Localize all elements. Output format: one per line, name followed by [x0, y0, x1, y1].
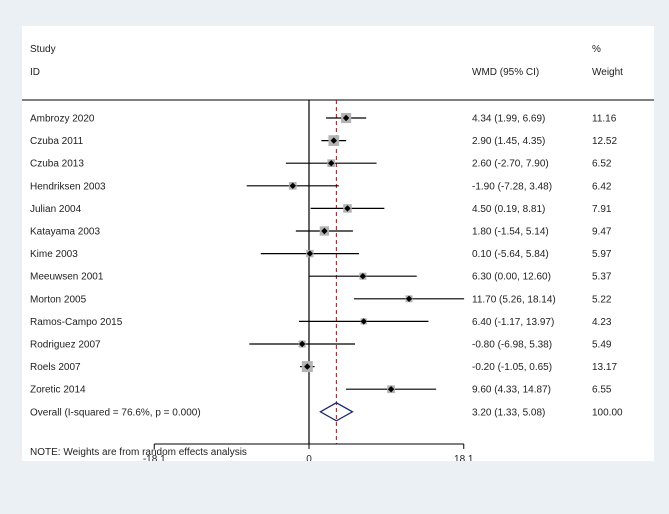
study-ci-text: 4.50 (0.19, 8.81) [472, 204, 545, 215]
header-effect: WMD (95% CI) [472, 67, 539, 78]
study-point-marker [289, 182, 296, 189]
study-label: Roels 2007 [30, 362, 81, 373]
study-point-marker [359, 273, 367, 280]
header-id: ID [30, 67, 40, 78]
header-percent: % [592, 44, 601, 55]
study-label: Ambrozy 2020 [30, 114, 95, 125]
study-point-marker [344, 205, 351, 212]
study-weight-text: 9.47 [592, 227, 612, 238]
study-point-marker [306, 250, 314, 257]
study-label: Julian 2004 [30, 204, 82, 215]
study-point-marker [405, 295, 413, 302]
x-tick-label: -18.1 [143, 454, 166, 461]
study-point-marker [328, 160, 335, 167]
study-point-marker [321, 227, 328, 235]
x-tick-label: 0 [306, 454, 312, 461]
study-label: Morton 2005 [30, 294, 87, 305]
study-point-marker [387, 386, 395, 393]
study-ci-text: 11.70 (5.26, 18.14) [472, 294, 556, 305]
study-weight-text: 4.23 [592, 317, 612, 328]
header-weight: Weight [592, 67, 623, 78]
study-weight-text: 12.52 [592, 136, 617, 147]
study-ci-text: 6.40 (-1.17, 13.97) [472, 317, 554, 328]
x-axis: -18.1 0 18.1 [143, 443, 474, 461]
x-tick-label: 18.1 [454, 454, 474, 461]
footnote: NOTE: Weights are from random effects an… [30, 447, 247, 458]
study-ci-text: 0.10 (-5.64, 5.84) [472, 249, 549, 260]
study-weight-text: 5.97 [592, 249, 612, 260]
study-ci-text: -0.20 (-1.05, 0.65) [472, 362, 552, 373]
study-label: Rodriguez 2007 [30, 340, 101, 351]
study-label: Ramos-Campo 2015 [30, 317, 123, 328]
study-label: Meeuwsen 2001 [30, 272, 104, 283]
study-ci-text: 6.30 (0.00, 12.60) [472, 272, 551, 283]
overall-weight-text: 100.00 [592, 407, 623, 418]
study-point-marker [360, 318, 367, 325]
study-ci-text: 4.34 (1.99, 6.69) [472, 114, 545, 125]
study-ci-text: 2.60 (-2.70, 7.90) [472, 159, 549, 170]
header-study: Study [30, 44, 56, 55]
study-weight-text: 6.55 [592, 385, 612, 396]
chart-panel: Study ID WMD (95% CI) % Weight Ambrozy 2… [22, 26, 654, 461]
overall-ci-text: 3.20 (1.33, 5.08) [472, 407, 545, 418]
study-point-marker [330, 137, 337, 144]
study-weight-text: 6.42 [592, 181, 612, 192]
study-weight-text: 7.91 [592, 204, 612, 215]
study-weight-text: 11.16 [592, 114, 617, 125]
study-weight-text: 5.49 [592, 340, 612, 351]
study-rows: Ambrozy 2020 4.34 (1.99, 6.69) 11.16 Czuba … [30, 100, 623, 444]
study-weight-text: 5.37 [592, 272, 612, 283]
study-label: Katayama 2003 [30, 227, 100, 238]
study-point-marker [304, 363, 311, 370]
study-label: Hendriksen 2003 [30, 181, 106, 192]
study-label: Czuba 2013 [30, 159, 84, 170]
study-ci-text: 9.60 (4.33, 14.87) [472, 385, 551, 396]
overall-label: Overall (I-squared = 76.6%, p = 0.000) [30, 407, 201, 418]
study-weight-text: 13.17 [592, 362, 617, 373]
study-ci-text: 2.90 (1.45, 4.35) [472, 136, 545, 147]
study-ci-text: 1.80 (-1.54, 5.14) [472, 227, 549, 238]
study-label: Zoretic 2014 [30, 385, 86, 396]
overall-diamond [319, 402, 354, 422]
study-label: Czuba 2011 [30, 136, 84, 147]
study-point-marker [298, 340, 306, 348]
study-point-marker [342, 114, 350, 122]
study-ci-text: -1.90 (-7.28, 3.48) [472, 181, 552, 192]
forest-plot: Study ID WMD (95% CI) % Weight Ambrozy 2… [22, 44, 654, 461]
study-label: Kime 2003 [30, 249, 78, 260]
study-weight-text: 5.22 [592, 294, 612, 305]
study-weight-text: 6.52 [592, 159, 612, 170]
study-ci-text: -0.80 (-6.98, 5.38) [472, 340, 552, 351]
